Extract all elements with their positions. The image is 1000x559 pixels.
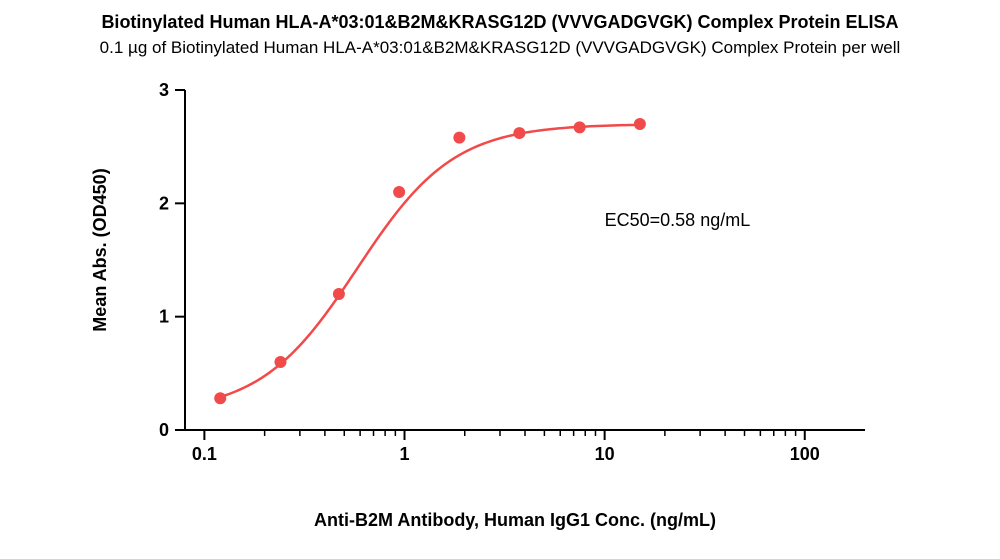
svg-text:0: 0: [159, 420, 169, 440]
svg-text:0.1: 0.1: [192, 444, 217, 464]
svg-text:1: 1: [400, 444, 410, 464]
svg-text:1: 1: [159, 307, 169, 327]
svg-text:2: 2: [159, 193, 169, 213]
x-axis-label: Anti-B2M Antibody, Human IgG1 Conc. (ng/…: [135, 510, 895, 531]
y-axis-label: Mean Abs. (OD450): [90, 80, 110, 420]
ec50-annotation: EC50=0.58 ng/mL: [605, 210, 751, 231]
elisa-figure: Biotinylated Human HLA-A*03:01&B2M&KRASG…: [0, 0, 1000, 559]
svg-text:100: 100: [790, 444, 820, 464]
svg-text:3: 3: [159, 80, 169, 100]
plot-svg: 0 1 2 3 0.1 1 10 100: [135, 80, 895, 480]
svg-text:10: 10: [595, 444, 615, 464]
chart-title: Biotinylated Human HLA-A*03:01&B2M&KRASG…: [0, 12, 1000, 34]
plot-area: 0 1 2 3 0.1 1 10 100: [135, 80, 895, 520]
chart-subtitle: 0.1 µg of Biotinylated Human HLA-A*03:01…: [0, 38, 1000, 58]
